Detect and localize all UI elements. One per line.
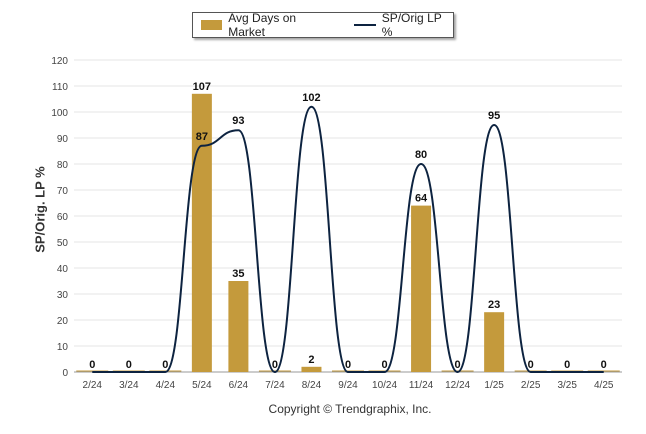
bar-data-label: 0 bbox=[601, 359, 607, 371]
y-tick-label: 120 bbox=[51, 56, 68, 67]
bar-data-label: 0 bbox=[89, 359, 95, 371]
y-tick-label: 0 bbox=[62, 368, 68, 379]
x-tick-label: 12/24 bbox=[445, 380, 470, 391]
legend-line-swatch bbox=[354, 24, 376, 26]
legend-label-bar: Avg Days on Market bbox=[228, 11, 297, 39]
x-tick-label: 9/24 bbox=[338, 380, 358, 391]
y-tick-label: 80 bbox=[57, 160, 69, 171]
bar-data-label: 0 bbox=[564, 359, 570, 371]
x-tick-label: 11/24 bbox=[409, 380, 434, 391]
x-tick-label: 3/25 bbox=[557, 380, 577, 391]
bar-data-label: 0 bbox=[272, 359, 278, 371]
bar bbox=[484, 312, 505, 372]
x-tick-label: 4/25 bbox=[594, 380, 614, 391]
line-data-label: 80 bbox=[415, 149, 427, 161]
y-tick-label: 60 bbox=[57, 212, 69, 223]
y-tick-label: 70 bbox=[57, 186, 69, 197]
y-tick-label: 10 bbox=[57, 342, 69, 353]
line-data-label: 102 bbox=[302, 92, 320, 104]
bar-data-label: 23 bbox=[488, 299, 500, 311]
x-tick-label: 2/25 bbox=[521, 380, 541, 391]
line-data-label: 93 bbox=[232, 115, 244, 127]
x-tick-label: 8/24 bbox=[302, 380, 322, 391]
x-tick-label: 4/24 bbox=[156, 380, 176, 391]
bar-data-label: 107 bbox=[193, 81, 211, 93]
legend-bar-swatch bbox=[201, 20, 223, 30]
y-tick-label: 20 bbox=[57, 316, 69, 327]
bar bbox=[191, 93, 212, 373]
line-data-label: 95 bbox=[488, 110, 500, 122]
bar-data-label: 2 bbox=[308, 354, 314, 366]
bar bbox=[228, 281, 249, 372]
y-tick-label: 110 bbox=[52, 82, 68, 93]
copyright-text: Copyright © Trendgraphix, Inc. bbox=[268, 402, 432, 416]
bar-data-label: 35 bbox=[232, 268, 244, 280]
bar-data-label: 64 bbox=[415, 193, 428, 205]
legend-label-line: SP/Orig LP % bbox=[381, 11, 442, 39]
bar-data-label: 0 bbox=[126, 359, 132, 371]
bar bbox=[301, 366, 322, 372]
legend: Avg Days on Market SP/Orig LP % bbox=[192, 11, 454, 39]
x-tick-label: 10/24 bbox=[372, 380, 397, 391]
x-tick-label: 6/24 bbox=[229, 380, 249, 391]
bar-data-label: 0 bbox=[381, 359, 387, 371]
bar-data-label: 0 bbox=[162, 359, 168, 371]
x-tick-label: 2/24 bbox=[83, 380, 103, 391]
y-tick-label: 30 bbox=[57, 290, 69, 301]
bar-data-label: 0 bbox=[528, 359, 534, 371]
line-series bbox=[92, 105, 604, 374]
bar-data-label: 0 bbox=[455, 359, 461, 371]
y-tick-label: 50 bbox=[57, 238, 69, 249]
bar-data-label: 0 bbox=[345, 359, 351, 371]
y-tick-label: 100 bbox=[51, 108, 68, 119]
legend-item-bar: Avg Days on Market bbox=[201, 11, 332, 39]
line-data-label: 87 bbox=[196, 131, 208, 143]
legend-item-line: SP/Orig LP % bbox=[354, 11, 453, 39]
x-tick-label: 7/24 bbox=[265, 380, 285, 391]
y-tick-label: 40 bbox=[57, 264, 69, 275]
x-tick-label: 1/25 bbox=[484, 380, 504, 391]
bar bbox=[411, 205, 432, 372]
x-tick-label: 5/24 bbox=[192, 380, 212, 391]
x-tick-label: 3/24 bbox=[119, 380, 139, 391]
y-tick-label: 90 bbox=[57, 134, 69, 145]
